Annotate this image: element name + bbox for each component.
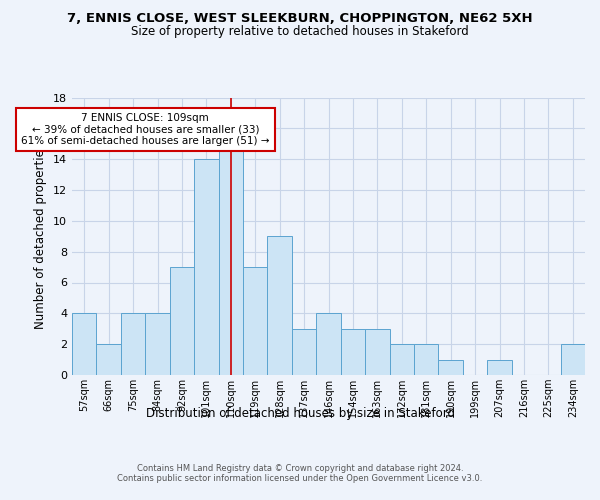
Bar bbox=[389, 344, 414, 375]
Bar bbox=[194, 159, 218, 375]
Bar bbox=[145, 314, 170, 375]
Bar bbox=[72, 314, 97, 375]
Bar bbox=[316, 314, 341, 375]
Bar bbox=[365, 329, 389, 375]
Bar bbox=[487, 360, 512, 375]
Text: Contains HM Land Registry data © Crown copyright and database right 2024.
Contai: Contains HM Land Registry data © Crown c… bbox=[118, 464, 482, 483]
Text: 7 ENNIS CLOSE: 109sqm
← 39% of detached houses are smaller (33)
61% of semi-deta: 7 ENNIS CLOSE: 109sqm ← 39% of detached … bbox=[21, 113, 269, 146]
Bar bbox=[341, 329, 365, 375]
Bar bbox=[414, 344, 439, 375]
Bar bbox=[170, 267, 194, 375]
Text: Size of property relative to detached houses in Stakeford: Size of property relative to detached ho… bbox=[131, 25, 469, 38]
Bar bbox=[439, 360, 463, 375]
Y-axis label: Number of detached properties: Number of detached properties bbox=[34, 143, 47, 329]
Text: 7, ENNIS CLOSE, WEST SLEEKBURN, CHOPPINGTON, NE62 5XH: 7, ENNIS CLOSE, WEST SLEEKBURN, CHOPPING… bbox=[67, 12, 533, 26]
Bar bbox=[268, 236, 292, 375]
Bar bbox=[243, 267, 268, 375]
Text: Distribution of detached houses by size in Stakeford: Distribution of detached houses by size … bbox=[146, 408, 455, 420]
Bar bbox=[292, 329, 316, 375]
Bar bbox=[218, 144, 243, 375]
Bar bbox=[97, 344, 121, 375]
Bar bbox=[121, 314, 145, 375]
Bar bbox=[560, 344, 585, 375]
